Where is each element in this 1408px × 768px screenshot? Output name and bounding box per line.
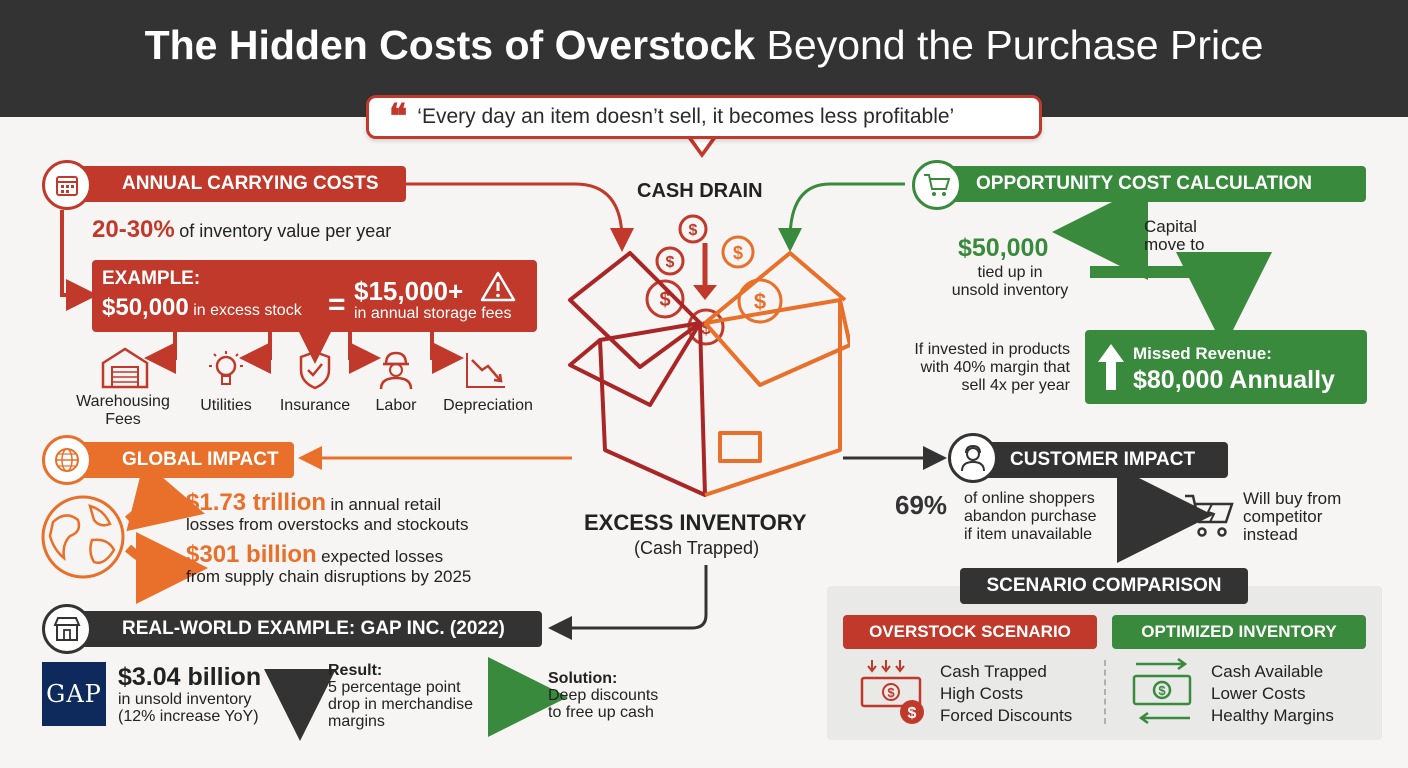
page-title: The Hidden Costs of Overstock Beyond the… xyxy=(144,22,1264,68)
svg-text:$: $ xyxy=(754,289,766,314)
global-impact-header: GLOBAL IMPACT xyxy=(64,442,294,478)
opportunity-amount: $50,000 xyxy=(958,234,1049,262)
cash-box-icon: $ $ $ $ $ $ xyxy=(568,214,850,497)
gap-amount: $3.04 billion xyxy=(118,663,262,691)
cash-available-icon: $ xyxy=(1132,658,1192,725)
declining-chart-icon xyxy=(466,353,505,388)
excess-inventory-title: EXCESS INVENTORY xyxy=(584,510,807,535)
carrying-example-box: EXAMPLE: $50,000 in excess stock = $15,0… xyxy=(92,260,537,332)
gap-solution: Solution: Deep discounts to free up cash xyxy=(548,670,659,721)
worker-icon xyxy=(379,351,413,390)
broken-cart-icon xyxy=(1185,494,1234,537)
world-map-icon xyxy=(41,495,125,579)
missed-revenue-box: Missed Revenue: $80,000 Annually xyxy=(1085,330,1367,404)
gap-result: Result: 5 percentage point drop in mercha… xyxy=(328,662,473,730)
storefront-icon xyxy=(42,604,92,654)
opportunity-cost-header: OPPORTUNITY COST CALCULATION xyxy=(930,166,1366,202)
carrying-item-utilities: Utilities xyxy=(200,397,252,414)
customer-impact-header: CUSTOMER IMPACT xyxy=(970,442,1228,478)
gap-logo: GAP xyxy=(42,662,106,726)
shield-icon xyxy=(299,350,331,390)
calendar-icon xyxy=(42,160,92,210)
cash-drain-label: CASH DRAIN xyxy=(637,180,763,202)
svg-text:$: $ xyxy=(701,318,711,338)
lightbulb-icon xyxy=(209,351,243,385)
svg-text:$: $ xyxy=(908,705,917,722)
quote-box: ❝ ‘Every day an item doesn’t sell, it bec… xyxy=(366,95,1042,139)
scenario-header: SCENARIO COMPARISON xyxy=(960,568,1248,604)
up-arrow-icon xyxy=(1098,344,1124,390)
carrying-item-insurance: Insurance xyxy=(279,397,351,414)
global-stat-1: $1.73 trillion in annual retail xyxy=(186,489,442,516)
warning-icon xyxy=(480,271,516,302)
opportunity-invest-text: If invested in products with 40% margin t… xyxy=(914,341,1070,394)
carrying-costs-header: ANNUAL CARRYING COSTS xyxy=(64,166,406,202)
optimized-list: Cash Available Lower Costs Healthy Margins xyxy=(1211,662,1334,725)
customer-pct: 69% xyxy=(895,490,948,520)
global-stat-2: $301 billion expected losses xyxy=(186,541,444,568)
svg-text:$: $ xyxy=(659,289,670,311)
svg-text:$: $ xyxy=(733,243,743,263)
excess-inventory-subtitle: (Cash Trapped) xyxy=(634,538,760,558)
cash-trapped-icon: $$ xyxy=(860,660,924,724)
carrying-rate: 20-30% of inventory value per year xyxy=(92,216,392,243)
overstock-list: Cash Trapped High Costs Forced Discounts xyxy=(940,662,1073,725)
globe-icon xyxy=(42,435,92,485)
customer-icon xyxy=(948,433,998,483)
warehouse-icon xyxy=(101,347,149,389)
overstock-scenario-label: OVERSTOCK SCENARIO xyxy=(843,615,1097,649)
svg-text:$: $ xyxy=(666,254,675,271)
gap-example-header: REAL-WORLD EXAMPLE: GAP INC. (2022) xyxy=(64,611,542,647)
carrying-item-labor: Labor xyxy=(375,397,417,414)
svg-text:$: $ xyxy=(887,685,895,700)
quote-mark-icon: ❝ xyxy=(389,97,408,137)
svg-text:$: $ xyxy=(689,222,698,239)
carrying-item-warehousing: Warehousing Fees xyxy=(76,393,170,428)
svg-text:$: $ xyxy=(1158,683,1166,698)
optimized-inventory-label: OPTIMIZED INVENTORY xyxy=(1112,615,1366,649)
carrying-item-depreciation: Depreciation xyxy=(443,397,533,414)
cart-icon xyxy=(912,160,962,210)
